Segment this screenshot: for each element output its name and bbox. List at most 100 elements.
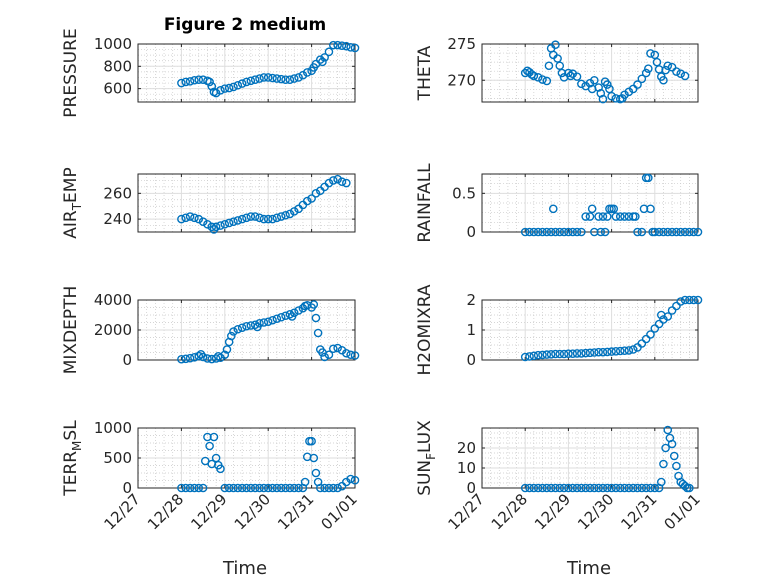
data-point: [572, 227, 582, 237]
data-point: [302, 196, 312, 206]
data-point: [685, 295, 694, 305]
data-point: [342, 41, 351, 51]
data-point: [311, 313, 321, 323]
data-point: [324, 178, 334, 188]
data-point: [276, 74, 286, 84]
data-point: [529, 71, 539, 81]
data-point: [631, 212, 640, 221]
data-point: [555, 349, 565, 359]
data-point: [233, 483, 243, 493]
data-point: [320, 53, 329, 62]
y-tick-label: 275: [447, 35, 476, 53]
data-point: [693, 227, 703, 237]
data-point: [654, 319, 664, 329]
data-point: [337, 177, 347, 187]
data-point: [328, 176, 338, 185]
data-point: [525, 352, 534, 361]
y-tick-label: 0: [122, 351, 132, 369]
data-point: [611, 94, 621, 103]
data-point: [328, 344, 338, 354]
axes-box: [481, 43, 699, 103]
data-series: [177, 300, 360, 364]
data-point: [263, 214, 273, 224]
data-point: [333, 483, 342, 493]
y-axis-label-main: TERR: [61, 451, 81, 497]
data-point: [646, 204, 655, 214]
data-point: [538, 75, 547, 84]
data-point: [259, 318, 269, 327]
data-point: [663, 425, 673, 435]
data-point: [598, 94, 608, 104]
data-point: [309, 453, 319, 463]
data-point: [268, 315, 277, 325]
data-point: [307, 194, 316, 203]
data-point: [250, 75, 260, 84]
data-point: [590, 348, 599, 357]
data-point: [533, 73, 543, 82]
data-point: [233, 324, 243, 334]
data-point: [198, 352, 208, 362]
data-point: [538, 227, 547, 237]
axes-box: [481, 173, 699, 233]
data-point: [633, 227, 642, 237]
data-point: [602, 212, 612, 221]
data-point: [676, 297, 686, 306]
data-point: [598, 347, 608, 357]
y-tick-label: 0: [122, 479, 132, 497]
data-point: [209, 432, 219, 442]
data-point: [555, 483, 565, 493]
data-point: [600, 227, 610, 237]
y-tick-label: 260: [103, 184, 132, 202]
data-point: [207, 222, 217, 232]
data-point: [246, 212, 256, 221]
y-tick-label: 4000: [94, 291, 132, 309]
y-tick-label: 0: [466, 479, 476, 497]
data-point: [650, 324, 660, 333]
data-point: [590, 483, 599, 493]
data-point: [237, 79, 247, 88]
data-point: [328, 483, 338, 493]
data-point: [637, 339, 647, 348]
data-point: [598, 212, 608, 221]
data-point: [624, 483, 634, 493]
data-point: [633, 80, 642, 89]
data-point: [246, 483, 256, 493]
data-point: [350, 43, 360, 53]
data-point: [602, 347, 612, 357]
data-point: [661, 443, 670, 453]
data-point: [598, 483, 608, 493]
y-axis-label: PRESSURE: [61, 28, 81, 117]
data-point: [205, 77, 214, 87]
data-point: [177, 354, 186, 364]
data-point: [538, 350, 547, 360]
data-point: [585, 348, 595, 358]
data-point: [611, 483, 621, 493]
y-axis-label-rest: LUX: [415, 420, 435, 453]
subplot-theta: 270 275 THETA: [415, 35, 699, 104]
data-point: [680, 295, 690, 305]
data-point: [607, 91, 616, 101]
data-point: [672, 301, 681, 311]
y-tick-label: 2000: [94, 321, 132, 339]
data-point: [624, 212, 634, 221]
y-tick-label: 1: [466, 321, 476, 339]
data-point: [233, 216, 243, 225]
data-point: [289, 308, 299, 318]
data-point: [276, 312, 286, 322]
data-point: [572, 483, 582, 493]
data-point: [237, 323, 247, 333]
data-point: [650, 227, 660, 237]
data-point: [185, 483, 195, 493]
data-point: [546, 227, 556, 237]
y-tick-label: 20: [457, 439, 476, 457]
data-point: [685, 483, 694, 493]
axes-box: [137, 173, 356, 233]
data-point: [650, 483, 660, 493]
data-point: [611, 212, 621, 221]
data-point: [672, 227, 681, 237]
data-point: [559, 227, 569, 237]
data-point: [546, 483, 556, 493]
data-point: [294, 483, 303, 493]
axes-background: [138, 174, 355, 232]
